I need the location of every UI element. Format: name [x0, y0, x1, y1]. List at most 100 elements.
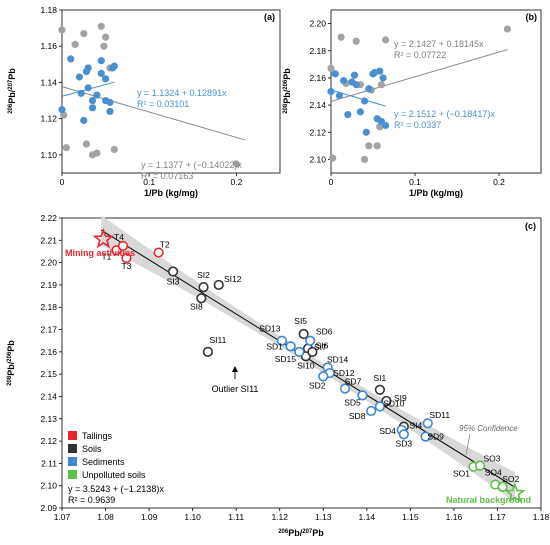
- panel-a-point-soils: [93, 149, 101, 157]
- point-label: T2: [160, 240, 170, 250]
- legend-label-sediments: Sediments: [82, 457, 125, 467]
- point-label: SI4: [409, 421, 422, 431]
- panel-b-point-soils: [503, 25, 511, 33]
- panel-b-ytick-label: 2.18: [309, 46, 326, 56]
- point-label: SD8: [349, 411, 366, 421]
- panel-c-ytick-label: 2.22: [40, 213, 57, 223]
- panel-c-ytick-label: 2.20: [40, 258, 57, 268]
- panel-c-tag: (c): [525, 221, 536, 231]
- point-unpolluted-soils: [497, 481, 508, 492]
- panel-a-point-soils: [71, 40, 79, 49]
- panel-b-ytick-label: 2.10: [309, 154, 326, 164]
- panel-c-xtick-label: 1.17: [489, 512, 506, 522]
- panel-b-point-sediments: [362, 128, 370, 136]
- panel-a-point-sediments: [110, 62, 118, 70]
- point-label: SD2: [309, 380, 326, 390]
- panel-c-xlabel: 206Pb/207Pb: [278, 528, 324, 538]
- legend-label-soils: Soils: [82, 444, 102, 454]
- panel-c-ytick-label: 2.15: [40, 369, 57, 379]
- panel-c-ylabel: 208Pb/206Pb: [6, 340, 16, 386]
- legend-label-unpolluted-soils: Unpolluted soils: [82, 470, 146, 480]
- panel-b-fit2-r2: R² = 0.0337: [394, 120, 441, 130]
- panel-b-point-soils: [376, 123, 384, 131]
- legend-label-tailings: Tailings: [82, 431, 113, 441]
- point-label: SD9: [427, 432, 444, 442]
- point-label: SI7: [314, 342, 327, 352]
- panel-b-fit1-r2: R² = 0.07722: [394, 50, 446, 60]
- panel-b-point-sediments: [356, 108, 364, 116]
- point-label: SD3: [396, 438, 413, 448]
- confidence-label: 95% Confidence: [459, 424, 518, 433]
- panel-b-xtick-label: 0.1: [409, 177, 421, 187]
- panel-c-ticks: 1.07 1.08 1.09 1.10 1.11 1.12 1.13 1.14 1.15 1.16…: [40, 213, 549, 522]
- panel-b-point-soils: [352, 37, 360, 45]
- panel-c-xtick-label: 1.15: [402, 512, 419, 522]
- point-tailings: [153, 247, 164, 258]
- panel-a-point-sediments: [75, 73, 84, 81]
- panel-a-ytick-label: 1.18: [40, 5, 57, 15]
- panel-b-point-sediments: [361, 97, 369, 105]
- panel-a-xtick-label: 0.2: [230, 177, 242, 187]
- panel-b: (b) 208Pb/206Pb 1/Pb (kg/mg) 0 0.1 0.2 2.10…: [282, 9, 542, 198]
- panel-a-point-sediments: [58, 106, 66, 114]
- panel-a-point-soils: [58, 26, 66, 34]
- point-soils: [213, 279, 224, 291]
- mining-activities-label: Mining activities: [65, 248, 135, 258]
- point-label: SO1: [453, 469, 470, 479]
- panel-a-point-sediments: [97, 57, 105, 65]
- point-label: SD4: [379, 426, 396, 436]
- point-label: SO3: [484, 454, 501, 464]
- panel-c-xtick-label: 1.11: [228, 512, 244, 522]
- panel-a-xtick-label: 0: [60, 177, 65, 187]
- panel-b-point-sediments: [382, 121, 390, 130]
- panel-c-xtick-label: 1.13: [315, 512, 332, 522]
- panel-c-ytick-label: 2.14: [40, 391, 57, 401]
- panel-b-point-soils: [373, 142, 381, 150]
- panel-a-points: [58, 22, 240, 168]
- panel-b-point-sediments: [350, 71, 359, 79]
- panel-c-ytick-label: 2.09: [40, 503, 57, 513]
- panel-b-xtick-label: 0: [329, 177, 334, 187]
- panel-c: (c) 208Pb/206Pb 206Pb/207Pb 1.07 1.08 1.09…: [6, 213, 550, 538]
- panel-a-ylabel: 206Pb/207Pb: [7, 68, 17, 114]
- panel-c-xtick-label: 1.12: [271, 512, 288, 522]
- point-tailings: [121, 253, 132, 264]
- panel-c-ytick-label: 2.17: [40, 325, 57, 335]
- point-soils: [298, 328, 309, 340]
- legend-swatch-unpolluted-soils: [68, 470, 77, 479]
- mining-activities-star: [92, 227, 115, 249]
- point-label: SD7: [345, 377, 362, 387]
- point-label: SD14: [327, 354, 349, 364]
- outlier-label: Outlier SI11: [212, 384, 259, 394]
- panel-a-point-sediments: [88, 104, 97, 112]
- panel-a-fit1-eq: y = 1.1324 + 0.12891x: [137, 88, 227, 98]
- panel-b-ytick-label: 2.12: [309, 127, 326, 137]
- panel-a-point-soils: [102, 33, 110, 41]
- panel-b-point-sediments: [352, 81, 360, 89]
- point-soils: [202, 346, 213, 357]
- point-label: SI2: [197, 270, 210, 280]
- point-label: T1: [101, 251, 111, 261]
- panel-b-ytick-label: 2.16: [309, 73, 326, 83]
- panel-b-point-soils: [327, 64, 335, 73]
- panel-a-ytick-label: 1.12: [40, 114, 57, 124]
- panel-a-ytick-label: 1.10: [40, 150, 57, 160]
- point-label: SI9: [394, 393, 407, 403]
- legend-swatch-soils: [68, 444, 77, 453]
- point-sediments: [305, 335, 316, 346]
- point-label: SD6: [316, 327, 333, 337]
- panel-b-fit2-eq: y = 2.1512 + (−0.18417)x: [394, 109, 495, 119]
- point-label: SD15: [275, 354, 297, 364]
- point-sediments: [374, 401, 385, 412]
- panel-a-ytick-label: 1.16: [40, 41, 57, 51]
- point-label: SD1: [266, 341, 283, 351]
- point-label: SI5: [294, 316, 307, 326]
- panel-b-point-soils: [329, 154, 337, 162]
- panel-b-point-soils: [361, 155, 369, 164]
- confidence-pointer: [465, 433, 471, 456]
- panel-c-ytick-label: 2.16: [40, 347, 57, 357]
- panel-a-point-soils: [97, 22, 105, 30]
- panel-a-point-sediments: [106, 98, 114, 106]
- panel-b-point-soils: [365, 142, 373, 150]
